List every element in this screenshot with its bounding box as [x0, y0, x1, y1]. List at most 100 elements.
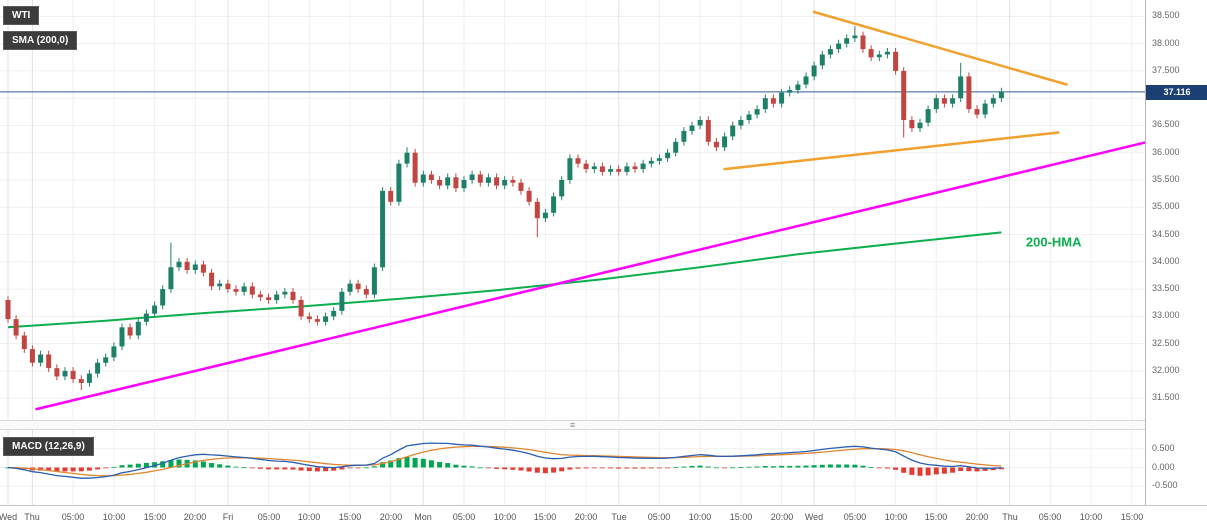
- macd-histogram-bar: [779, 465, 785, 468]
- price-tick: 36.500: [1152, 119, 1180, 129]
- candle-body: [249, 286, 255, 295]
- candle-body: [795, 84, 801, 90]
- candle-body: [306, 316, 312, 320]
- time-label: 20:00: [574, 512, 598, 522]
- macd-histogram-bar: [168, 460, 174, 468]
- macd-histogram-bar: [135, 463, 141, 468]
- candle-body: [803, 76, 809, 85]
- candle-body: [209, 272, 215, 287]
- candle-body: [184, 261, 190, 270]
- hma-line[interactable]: [7, 231, 1002, 329]
- support-trendline[interactable]: [35, 141, 1146, 411]
- candle-body: [893, 51, 899, 71]
- candle-body: [722, 136, 728, 148]
- sma-legend-label: SMA (200,0): [12, 35, 69, 46]
- macd-histogram-bar: [656, 467, 662, 469]
- macd-histogram-bar: [209, 463, 215, 468]
- candle-body: [21, 335, 27, 350]
- macd-histogram-bar: [917, 467, 923, 476]
- time-label: 20:00: [183, 512, 207, 522]
- time-label: 15:00: [338, 512, 362, 522]
- candles[interactable]: [5, 26, 1004, 390]
- macd-histogram-bar: [551, 467, 557, 473]
- macd-histogram-bar: [233, 466, 239, 468]
- price-tick: 33.500: [1152, 283, 1180, 293]
- candle-body: [274, 294, 280, 300]
- macd-histogram-bar: [795, 465, 801, 468]
- candle-body: [567, 158, 573, 180]
- macd-histogram-bar: [502, 467, 508, 470]
- candle-body: [323, 316, 329, 322]
- macd-histogram-bar: [152, 462, 158, 468]
- candle-body: [551, 196, 557, 213]
- candle-body: [282, 291, 288, 295]
- macd-histogram-bar: [396, 458, 402, 468]
- candle-body: [494, 177, 500, 186]
- macd-histogram-bar: [722, 467, 728, 469]
- macd-histogram-bar: [225, 465, 231, 468]
- price-tick: 35.000: [1152, 201, 1180, 211]
- candle-body: [290, 291, 296, 300]
- candle-body: [241, 286, 247, 292]
- macd-histogram-bar: [477, 467, 483, 469]
- macd-histogram-bar: [705, 466, 711, 468]
- candle-body: [982, 103, 988, 115]
- macd-histogram-bar: [298, 467, 304, 471]
- time-label: 15:00: [924, 512, 948, 522]
- macd-histogram-bar: [909, 467, 915, 475]
- macd-histogram-bar: [827, 464, 833, 468]
- macd-histogram-bar: [876, 467, 882, 469]
- macd-chart-canvas[interactable]: [0, 430, 1145, 505]
- macd-histogram-bar: [428, 460, 434, 468]
- time-label: 05:00: [452, 512, 476, 522]
- candle-body: [860, 35, 866, 50]
- time-label: 10:00: [102, 512, 126, 522]
- macd-histogram-bar: [673, 467, 679, 469]
- candle-body: [534, 201, 540, 219]
- candle-body: [266, 297, 272, 300]
- candle-body: [575, 158, 581, 164]
- macd-histogram-bar: [257, 467, 263, 469]
- macd-histogram-bar: [860, 465, 866, 468]
- candle-body: [103, 357, 109, 363]
- candle-body: [135, 321, 141, 336]
- macd-histogram-bar: [119, 465, 125, 468]
- candle-body: [5, 300, 11, 320]
- macd-histogram-bar: [933, 467, 939, 475]
- candle-body: [412, 152, 418, 183]
- wedge-lower-trendline[interactable]: [723, 131, 1060, 171]
- candle-body: [713, 141, 719, 148]
- candle-body: [868, 49, 874, 58]
- candle-body: [844, 38, 850, 44]
- macd-signal-line: [7, 445, 1002, 477]
- price-chart-canvas[interactable]: 200-HMA: [0, 0, 1145, 420]
- candle-body: [819, 54, 825, 66]
- time-label: Tue: [611, 512, 627, 522]
- price-tick: 33.000: [1152, 310, 1180, 320]
- candle-body: [29, 349, 35, 363]
- candle-body: [176, 261, 182, 268]
- macd-histogram-bar: [192, 460, 198, 468]
- macd-histogram-bar: [111, 466, 117, 468]
- macd-histogram-bar: [380, 462, 386, 468]
- sma-legend-badge[interactable]: SMA (200,0): [3, 31, 78, 50]
- macd-tick: -0.500: [1152, 480, 1178, 490]
- candle-body: [314, 319, 320, 322]
- macd-legend-badge[interactable]: MACD (12,26,9): [3, 437, 94, 456]
- macd-histogram-bar: [697, 465, 703, 468]
- price-axis[interactable]: 37.116 38.500 38.000 37.500 36.500 36.000 35.…: [1145, 0, 1207, 526]
- candle-body: [363, 289, 369, 295]
- macd-histogram-bar: [54, 467, 60, 472]
- candle-body: [689, 125, 695, 131]
- wedge-upper-trendline[interactable]: [812, 10, 1068, 86]
- candle-body: [437, 180, 443, 186]
- time-axis[interactable]: Wed Thu 05:00 10:00 15:00 20:00 Fri 05:00 10:00 1…: [0, 505, 1207, 526]
- time-label: 10:00: [1079, 512, 1103, 522]
- panel-resize-handle-icon[interactable]: ≡: [569, 420, 576, 430]
- macd-histogram-bar: [469, 466, 475, 468]
- candle-body: [876, 54, 882, 58]
- macd-histogram-bar: [616, 467, 622, 469]
- macd-histogram-bar: [982, 467, 988, 471]
- candle-body: [746, 114, 752, 120]
- price-tick: 34.000: [1152, 256, 1180, 266]
